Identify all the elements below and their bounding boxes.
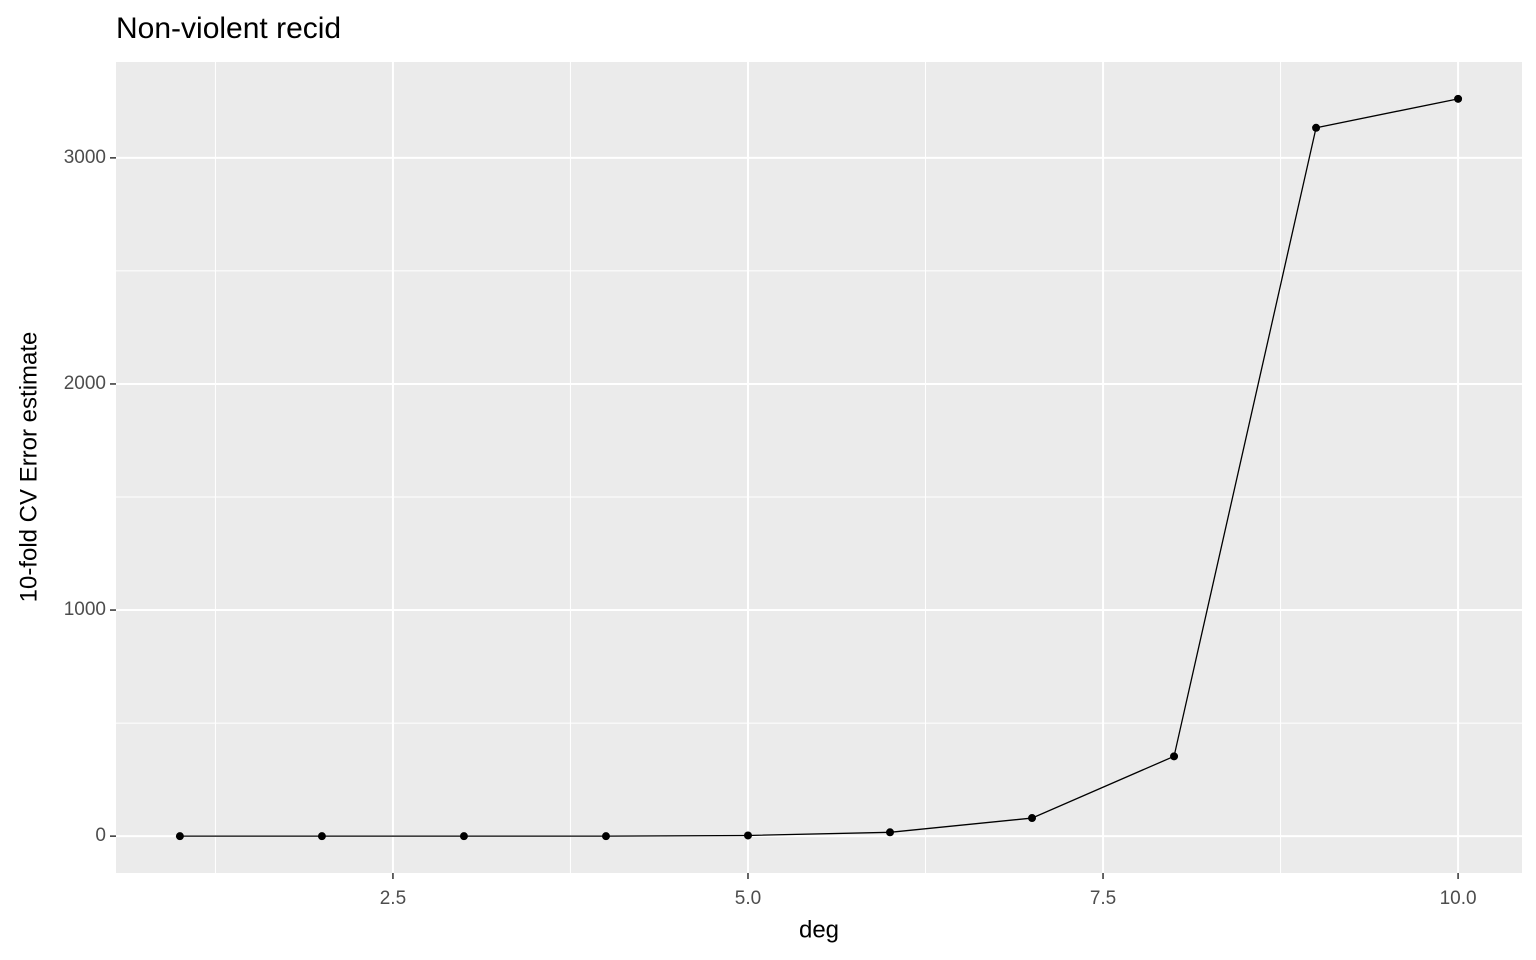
point — [743, 831, 752, 840]
line — [179, 98, 1459, 837]
point — [459, 832, 468, 841]
x-tick-label: 2.5 — [380, 888, 406, 909]
x-axis-title: deg — [799, 916, 839, 943]
y-tick-label: 2000 — [64, 373, 106, 394]
x-tick-label: 7.5 — [1090, 888, 1116, 909]
point — [1312, 123, 1321, 132]
point — [1454, 94, 1463, 103]
point — [1170, 752, 1179, 761]
point — [601, 832, 610, 841]
y-tick-label: 1000 — [64, 599, 106, 620]
y-axis-title: 10-fold CV Error estimate — [15, 332, 42, 603]
y-tick-label: 0 — [95, 825, 106, 846]
x-tick-label: 5.0 — [735, 888, 761, 909]
panel — [116, 62, 1522, 873]
point — [317, 832, 326, 841]
y-tick-label: 3000 — [64, 147, 106, 168]
point — [175, 832, 184, 841]
chart-title: Non-violent recid — [116, 12, 341, 45]
point — [1028, 814, 1037, 823]
x-tick-label: 10.0 — [1440, 888, 1477, 909]
point — [886, 828, 895, 837]
